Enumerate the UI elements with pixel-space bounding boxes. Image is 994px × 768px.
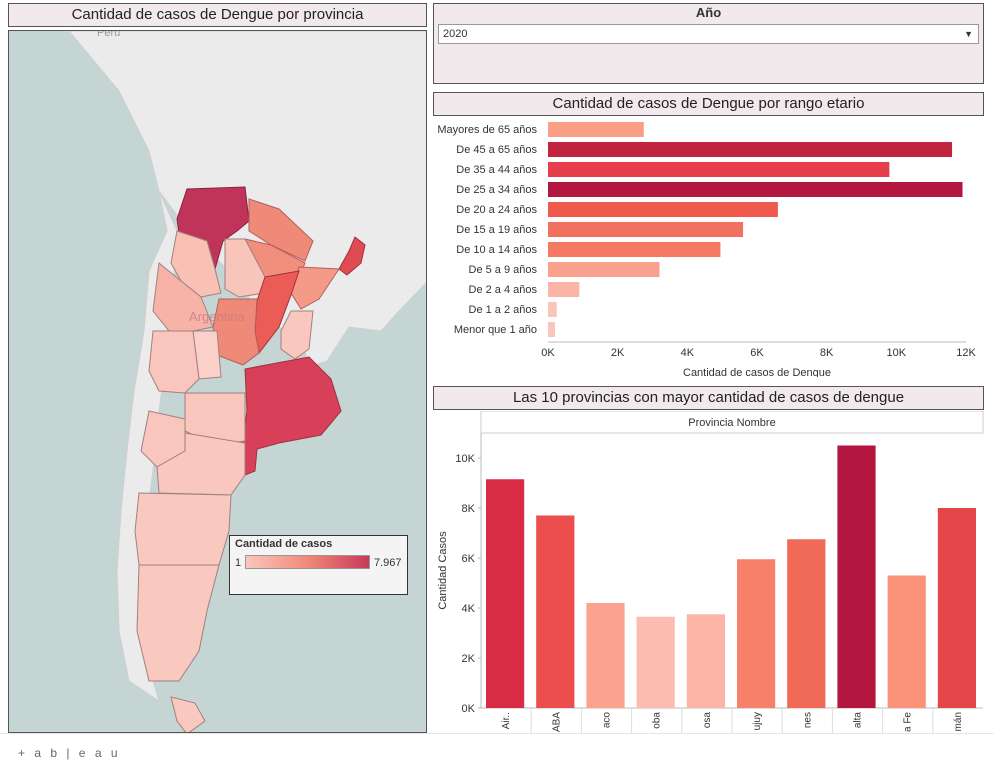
province-bar[interactable] (837, 445, 876, 709)
province-category-label: a Fe (903, 712, 914, 732)
province-bar[interactable] (937, 508, 976, 708)
age-bar[interactable] (548, 202, 778, 217)
top-y-tick: 6K (462, 553, 476, 565)
province-bar[interactable] (787, 539, 826, 708)
top-y-tick: 10K (455, 453, 475, 465)
age-category-label: De 25 a 34 años (456, 184, 537, 196)
age-chart-title: Cantidad de casos de Dengue por rango et… (433, 92, 984, 116)
age-category-label: De 5 a 9 años (469, 264, 538, 276)
legend-title: Cantidad de casos (235, 538, 333, 550)
age-bar[interactable] (548, 162, 890, 177)
age-x-tick: 6K (750, 347, 764, 359)
age-bar[interactable] (548, 322, 555, 337)
age-category-label: De 2 a 4 años (469, 284, 538, 296)
province-category-label: mán (953, 712, 964, 731)
age-x-tick: 10K (887, 347, 907, 359)
age-category-label: De 45 a 65 años (456, 144, 537, 156)
age-category-label: Menor que 1 año (454, 324, 537, 336)
legend-min-value: 1 (235, 557, 242, 569)
age-x-axis-title: Cantidad de casos de Dengue (683, 367, 831, 377)
age-bar[interactable] (548, 142, 953, 157)
province-category-label: osa (702, 712, 713, 729)
age-category-label: De 20 a 24 años (456, 204, 537, 216)
year-filter-label: Año (695, 5, 722, 20)
legend-color-ramp (245, 555, 370, 569)
age-x-tick: 4K (681, 347, 695, 359)
country-label: Argentina (189, 309, 245, 324)
top-y-tick: 0K (462, 703, 476, 715)
top-y-tick: 4K (462, 603, 476, 615)
neighbor-label: Perú (97, 31, 120, 39)
province-category-label: oba (652, 712, 663, 729)
age-bar[interactable] (548, 122, 644, 137)
province-category-label: ujuy (752, 712, 763, 730)
province-la-rioja-sanjuan[interactable] (152, 262, 214, 332)
age-bar[interactable] (548, 262, 660, 277)
age-bar[interactable] (548, 222, 744, 237)
province-tierra-del-fuego[interactable] (170, 696, 206, 733)
top-chart-header-box (480, 411, 984, 434)
map-canvas: Perú Argentina (68, 31, 426, 733)
legend-max-value: 7.967 (374, 557, 402, 569)
province-category-label: ABA (551, 712, 562, 732)
province-tucuman-catamarca[interactable] (170, 230, 222, 298)
province-category-label: nes (802, 712, 813, 728)
province-map[interactable]: Perú Argentina Cantidad de casos 1 7.967 (8, 30, 427, 733)
age-bar[interactable] (548, 182, 963, 197)
age-category-label: De 35 a 44 años (456, 164, 537, 176)
province-category-label: Air.. (501, 712, 512, 729)
province-bar[interactable] (486, 479, 525, 708)
age-x-tick: 12K (956, 347, 976, 359)
province-bar[interactable] (536, 515, 575, 709)
province-entre-rios[interactable] (280, 310, 314, 360)
footer-bar: + a b | e a u (0, 733, 994, 768)
province-bar[interactable] (737, 559, 776, 708)
dropdown-arrow-icon[interactable]: ▼ (964, 29, 973, 39)
year-dropdown-value: 2020 (443, 28, 468, 40)
age-x-tick: 0K (541, 347, 555, 359)
year-dropdown[interactable]: 2020 ▼ (438, 24, 979, 44)
top-y-axis-title: Cantidad Casos (437, 531, 449, 610)
province-buenos-aires[interactable] (242, 356, 342, 476)
age-x-tick: 2K (611, 347, 625, 359)
province-category-label: aco (602, 712, 613, 729)
map-legend: Cantidad de casos 1 7.967 (229, 535, 408, 595)
province-category-label: alta (853, 712, 864, 729)
age-category-label: De 1 a 2 años (469, 304, 538, 316)
age-bar[interactable] (548, 282, 580, 297)
top-y-tick: 8K (462, 503, 476, 515)
top-chart-header: Provincia Nombre (688, 417, 775, 429)
age-bar[interactable] (548, 242, 721, 257)
age-category-label: De 15 a 19 años (456, 224, 537, 236)
province-mendoza[interactable] (148, 330, 200, 394)
province-chubut[interactable] (134, 492, 232, 566)
top-y-tick: 2K (462, 653, 476, 665)
province-misiones[interactable] (338, 236, 366, 276)
province-santa-cruz[interactable] (136, 564, 220, 682)
top-provinces-chart[interactable]: Provincia Nombre 0K 2K 4K 6K 8K 10K Cantidad Ca… (433, 411, 984, 733)
map-panel-title: Cantidad de casos de Dengue por provinci… (8, 3, 427, 27)
province-formosa[interactable] (248, 198, 314, 262)
age-category-label: Mayores de 65 años (437, 124, 537, 136)
age-bar[interactable] (548, 302, 557, 317)
tableau-logo[interactable]: + a b | e a u (18, 746, 121, 760)
province-bar[interactable] (686, 614, 725, 708)
province-bar[interactable] (636, 616, 675, 708)
province-bar[interactable] (887, 575, 926, 709)
province-bar[interactable] (586, 603, 625, 708)
age-chart[interactable]: Mayores de 65 años De 45 a 65 años De 35 a… (433, 117, 984, 377)
top-chart-title: Las 10 provincias con mayor cantidad de … (433, 386, 984, 410)
year-filter-panel: Año 2020 ▼ (433, 3, 984, 84)
age-category-label: De 10 a 14 años (456, 244, 537, 256)
age-x-tick: 8K (820, 347, 834, 359)
